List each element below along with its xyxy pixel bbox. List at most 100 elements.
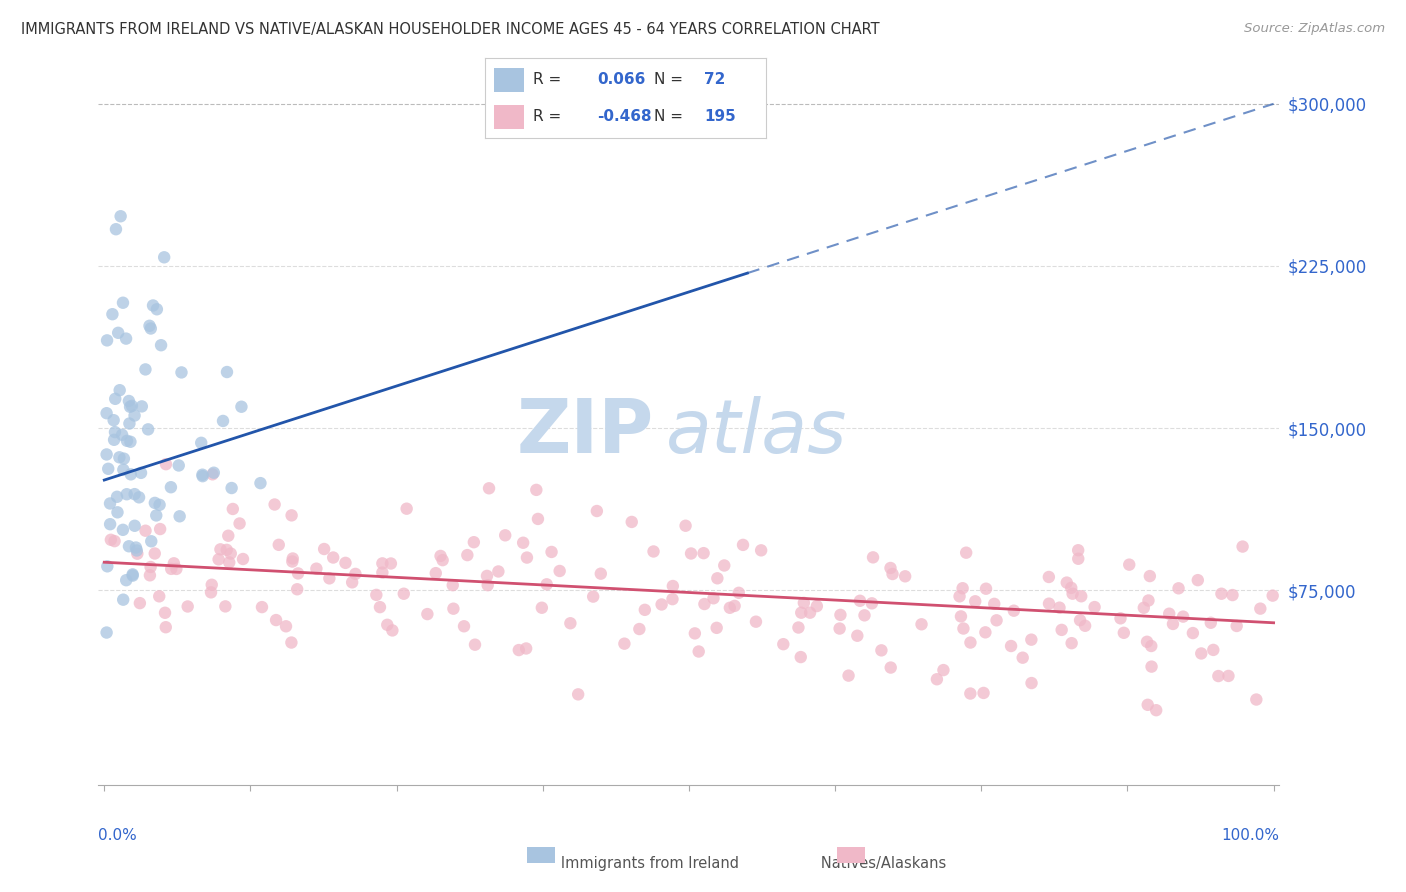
Point bbox=[456, 548, 478, 562]
Point bbox=[134, 524, 156, 538]
Point bbox=[986, 613, 1008, 627]
Point bbox=[1159, 607, 1181, 621]
Point bbox=[1069, 613, 1091, 627]
Point bbox=[264, 613, 287, 627]
Point bbox=[838, 668, 860, 682]
Point bbox=[263, 498, 285, 512]
Point bbox=[395, 501, 418, 516]
Point bbox=[250, 600, 273, 615]
Point bbox=[381, 624, 404, 638]
Point bbox=[371, 566, 394, 580]
Point bbox=[702, 591, 724, 606]
Point bbox=[176, 599, 198, 614]
Point bbox=[104, 425, 127, 439]
Point bbox=[1000, 639, 1022, 653]
Point bbox=[983, 597, 1005, 611]
Point bbox=[1002, 604, 1025, 618]
Point bbox=[344, 566, 367, 581]
Point bbox=[142, 298, 165, 312]
Point bbox=[662, 579, 685, 593]
Point bbox=[1049, 600, 1071, 615]
Point bbox=[723, 599, 745, 613]
Point bbox=[688, 644, 710, 658]
Point bbox=[973, 686, 995, 700]
Point bbox=[429, 549, 451, 563]
Point bbox=[1056, 575, 1078, 590]
Point bbox=[1171, 609, 1194, 624]
Point bbox=[281, 555, 304, 569]
Point bbox=[112, 451, 135, 466]
Point bbox=[148, 590, 170, 604]
Point bbox=[274, 619, 297, 633]
Point bbox=[139, 560, 162, 574]
Point bbox=[201, 467, 224, 482]
Point bbox=[643, 544, 665, 558]
Point bbox=[772, 637, 794, 651]
Point bbox=[96, 625, 118, 640]
Point bbox=[1202, 643, 1225, 657]
Point bbox=[1226, 619, 1249, 633]
Point bbox=[441, 578, 464, 592]
Point bbox=[111, 427, 134, 442]
Point bbox=[104, 222, 127, 236]
Point bbox=[335, 556, 357, 570]
Text: N =: N = bbox=[654, 109, 688, 124]
Point bbox=[1136, 698, 1159, 712]
Point bbox=[475, 569, 498, 583]
Point bbox=[149, 522, 172, 536]
Point bbox=[1050, 623, 1073, 637]
Point bbox=[693, 597, 716, 611]
Point bbox=[215, 365, 238, 379]
Point bbox=[322, 550, 344, 565]
Point bbox=[787, 621, 810, 635]
Point bbox=[124, 409, 146, 423]
Point bbox=[1187, 573, 1209, 587]
Text: 195: 195 bbox=[704, 109, 737, 124]
Point bbox=[267, 538, 290, 552]
Point bbox=[477, 578, 499, 592]
Point bbox=[955, 546, 977, 560]
Point bbox=[1161, 616, 1184, 631]
Point bbox=[201, 578, 224, 592]
Point bbox=[425, 566, 447, 581]
Point bbox=[974, 625, 997, 640]
Point bbox=[139, 568, 162, 582]
Point bbox=[231, 400, 253, 414]
Point bbox=[124, 518, 146, 533]
Point bbox=[103, 433, 125, 447]
Point bbox=[1181, 626, 1204, 640]
Point bbox=[1139, 569, 1161, 583]
Point bbox=[121, 567, 143, 582]
Point bbox=[567, 687, 589, 701]
Point bbox=[108, 383, 131, 397]
Point bbox=[305, 562, 328, 576]
FancyBboxPatch shape bbox=[494, 68, 524, 92]
Point bbox=[101, 307, 124, 321]
Point bbox=[1118, 558, 1140, 572]
Point bbox=[530, 600, 553, 615]
Point bbox=[191, 467, 214, 482]
Point bbox=[1140, 639, 1163, 653]
Point bbox=[486, 565, 509, 579]
Point bbox=[548, 564, 571, 578]
Point bbox=[870, 643, 893, 657]
Point bbox=[155, 457, 177, 471]
Point bbox=[207, 552, 229, 566]
Point bbox=[163, 557, 186, 571]
Point bbox=[1067, 551, 1090, 566]
Point bbox=[136, 422, 159, 436]
Point bbox=[111, 295, 134, 310]
Point bbox=[141, 534, 163, 549]
Point bbox=[232, 552, 254, 566]
Point bbox=[910, 617, 932, 632]
Text: R =: R = bbox=[533, 72, 567, 87]
Point bbox=[218, 556, 240, 570]
Point bbox=[1199, 615, 1222, 630]
Point bbox=[508, 643, 530, 657]
Point bbox=[560, 616, 582, 631]
Point bbox=[105, 490, 128, 504]
Point bbox=[212, 414, 235, 428]
Point bbox=[167, 458, 190, 473]
Point bbox=[127, 547, 149, 561]
Text: N =: N = bbox=[654, 72, 688, 87]
